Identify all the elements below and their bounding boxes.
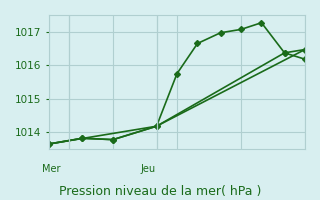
Text: Pression niveau de la mer( hPa ): Pression niveau de la mer( hPa )	[59, 185, 261, 198]
Text: Jeu: Jeu	[141, 164, 156, 174]
Text: Mer: Mer	[42, 164, 60, 174]
